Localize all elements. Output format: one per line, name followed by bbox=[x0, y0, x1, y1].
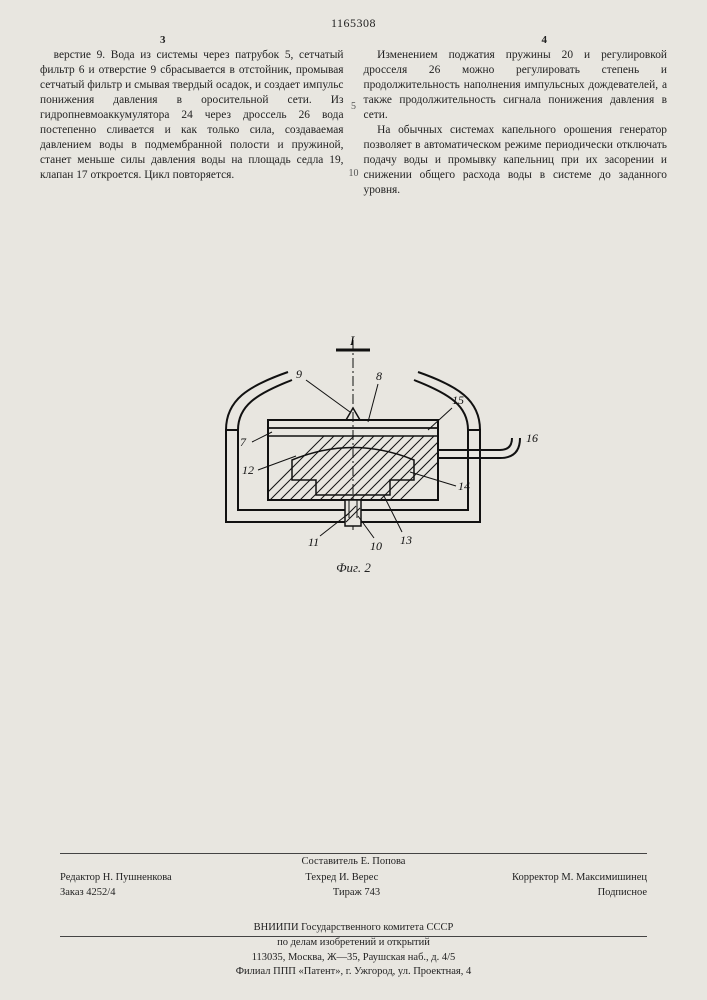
label-14: 14 bbox=[458, 479, 470, 493]
label-I: I bbox=[349, 333, 355, 348]
footer-block: ВНИИПИ Государственного комитета СССР по… bbox=[60, 921, 647, 980]
label-7: 7 bbox=[240, 435, 247, 449]
doc-number: 1165308 bbox=[0, 16, 707, 31]
right-column: Изменением поджатия пружины 20 и регулир… bbox=[364, 48, 668, 198]
label-13: 13 bbox=[400, 533, 412, 547]
label-8: 8 bbox=[376, 369, 382, 383]
label-16: 16 bbox=[526, 431, 538, 445]
credit-corrector: Корректор М. Максимишинец bbox=[512, 870, 647, 885]
label-9: 9 bbox=[296, 367, 302, 381]
column-number-left: 3 bbox=[160, 34, 166, 46]
column-number-right: 4 bbox=[542, 34, 548, 46]
text-columns: верстие 9. Вода из системы через патрубо… bbox=[40, 48, 667, 198]
label-15: 15 bbox=[452, 393, 464, 407]
credit-tirazh: Тираж 743 bbox=[333, 885, 380, 900]
credit-subscr: Подписное bbox=[598, 885, 647, 900]
footer-org2: по делам изобретений и открытий bbox=[60, 936, 647, 951]
right-paragraph-2: На обычных системах капельного орошения … bbox=[364, 123, 668, 198]
left-column: верстие 9. Вода из системы через патрубо… bbox=[40, 48, 344, 198]
label-12: 12 bbox=[242, 463, 254, 477]
figure-caption: Фиг. 2 bbox=[0, 560, 707, 576]
right-paragraph-1: Изменением поджатия пружины 20 и регулир… bbox=[364, 48, 668, 123]
credit-compiler: Составитель Е. Попова bbox=[60, 854, 647, 869]
footer-addr: 113035, Москва, Ж—35, Раушская наб., д. … bbox=[60, 951, 647, 966]
label-10: 10 bbox=[370, 539, 382, 553]
credit-editor: Редактор Н. Пушненкова bbox=[60, 870, 172, 885]
footer-branch: Филиал ППП «Патент», г. Ужгород, ул. Про… bbox=[60, 965, 647, 980]
credit-tech: Техред И. Верес bbox=[305, 870, 378, 885]
footer-org: ВНИИПИ Государственного комитета СССР bbox=[60, 921, 647, 936]
credit-order: Заказ 4252/4 bbox=[60, 885, 115, 900]
figure-2: I bbox=[0, 300, 707, 560]
credits-block: Составитель Е. Попова Редактор Н. Пушнен… bbox=[60, 854, 647, 900]
left-paragraph-1: верстие 9. Вода из системы через патрубо… bbox=[40, 48, 344, 183]
label-11: 11 bbox=[308, 535, 319, 549]
